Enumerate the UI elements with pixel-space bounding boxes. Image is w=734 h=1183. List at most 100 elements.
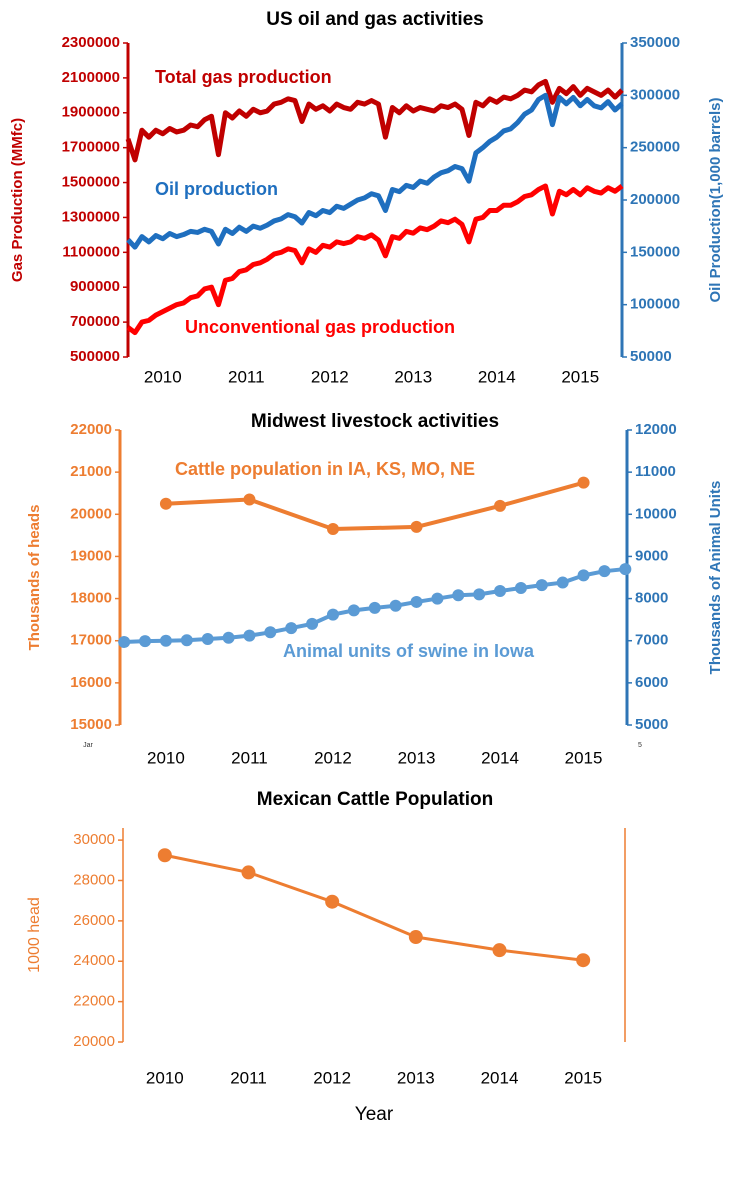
- y-tick-label: 16000: [70, 674, 112, 691]
- y-tick-label: 2100000: [62, 69, 120, 86]
- y2-tick-label: 50000: [630, 348, 672, 365]
- y-tick-label: 1100000: [62, 243, 120, 260]
- y2-tick-label: 10000: [635, 505, 677, 522]
- x-tick-label: 2010: [146, 1068, 184, 1087]
- series-marker: [201, 633, 214, 646]
- x-tick-label: 2012: [313, 1068, 351, 1087]
- series-marker: [326, 608, 339, 621]
- y-tick-label: 18000: [70, 590, 112, 607]
- chart-title: US oil and gas activities: [266, 9, 484, 30]
- series-marker: [473, 588, 486, 601]
- series-marker: [535, 579, 548, 592]
- series-marker: [431, 592, 444, 605]
- series-marker: [556, 576, 569, 589]
- y2-tick-label: 300000: [630, 86, 680, 103]
- series-marker: [243, 493, 256, 506]
- series-marker: [118, 635, 131, 648]
- y2-tick-label: 11000: [635, 463, 676, 480]
- x-tick-label: 2014: [481, 1068, 519, 1087]
- series-marker: [619, 563, 632, 576]
- series-marker: [326, 523, 339, 536]
- series-marker: [492, 943, 507, 958]
- y-tick-label: 20000: [70, 505, 112, 522]
- series-marker: [347, 604, 360, 617]
- y2-tick-label: 6000: [635, 674, 668, 691]
- x-tick-label: 2012: [311, 367, 349, 386]
- series-marker: [241, 865, 256, 880]
- x-tick-label: 2015: [565, 748, 603, 767]
- y-tick-label: 15000: [70, 716, 112, 733]
- y2-tick-label: 5000: [635, 716, 668, 733]
- x-tick-label: 2010: [144, 367, 182, 386]
- series-marker: [139, 635, 152, 648]
- y-axis-label: 1000 head: [26, 897, 43, 973]
- series-marker: [598, 565, 611, 578]
- series-marker: [494, 584, 507, 597]
- corner-label: Jar: [83, 742, 93, 749]
- y-tick-label: 500000: [70, 348, 120, 365]
- series-marker: [368, 601, 381, 614]
- x-tick-label: 2013: [394, 367, 432, 386]
- series-marker: [494, 499, 507, 512]
- x-tick-label: 2014: [478, 367, 516, 386]
- chart-title: Mexican Cattle Population: [257, 789, 493, 810]
- x-tick-label: 2012: [314, 748, 352, 767]
- series-marker: [222, 631, 235, 644]
- series-label: Unconventional gas production: [185, 317, 455, 337]
- y2-tick-label: 9000: [635, 547, 668, 564]
- series-marker: [410, 520, 423, 533]
- y2-tick-label: 8000: [635, 590, 668, 607]
- y-axis-label: Thousands of heads: [26, 505, 43, 651]
- series-marker: [325, 894, 340, 909]
- y-tick-label: 22000: [73, 993, 115, 1010]
- y-tick-label: 20000: [73, 1033, 115, 1050]
- y2-tick-label: 12000: [635, 421, 677, 438]
- y2-axis-label: Oil Production(1,000 barrels): [707, 97, 724, 302]
- x-tick-label: 2015: [564, 1068, 602, 1087]
- y2-tick-label: 250000: [630, 139, 680, 156]
- series-label: Animal units of swine in Iowa: [283, 641, 535, 661]
- series-marker: [306, 617, 319, 630]
- series-marker: [264, 626, 277, 639]
- series-marker: [180, 634, 193, 647]
- x-tick-label: 2015: [561, 367, 599, 386]
- x-tick-label: 2013: [397, 1068, 435, 1087]
- series-marker: [577, 569, 590, 582]
- series-marker: [410, 595, 423, 608]
- x-tick-label: 2010: [147, 748, 185, 767]
- y-tick-label: 1900000: [62, 104, 120, 121]
- series-line: [126, 92, 624, 250]
- y-tick-label: 2300000: [62, 34, 120, 51]
- series-marker: [514, 582, 527, 595]
- series-line: [126, 183, 624, 336]
- y2-tick-label: 150000: [630, 243, 680, 260]
- series-marker: [408, 930, 423, 945]
- y2-tick-label: 350000: [630, 34, 680, 51]
- y-tick-label: 900000: [70, 278, 120, 295]
- y-tick-label: 24000: [73, 952, 115, 969]
- x-tick-label: 2014: [481, 748, 519, 767]
- y-tick-label: 1300000: [62, 208, 120, 225]
- series-line: [165, 480, 585, 532]
- y2-tick-label: 200000: [630, 191, 680, 208]
- y-tick-label: 1500000: [62, 174, 120, 191]
- series-marker: [243, 629, 256, 642]
- series-label: Cattle population in IA, KS, MO, NE: [175, 459, 475, 479]
- y-tick-label: 19000: [70, 547, 112, 564]
- y-tick-label: 30000: [73, 831, 115, 848]
- y-tick-label: 1700000: [62, 139, 120, 156]
- corner-label: 5: [638, 742, 642, 749]
- y-tick-label: 26000: [73, 912, 115, 929]
- chart-title: Midwest livestock activities: [251, 411, 499, 432]
- series-line: [164, 853, 584, 962]
- y2-tick-label: 100000: [630, 296, 680, 313]
- x-axis-label: Year: [355, 1104, 394, 1125]
- series-marker: [577, 476, 590, 489]
- y-tick-label: 21000: [70, 463, 112, 480]
- series-label: Oil production: [155, 179, 278, 199]
- y-tick-label: 22000: [70, 421, 112, 438]
- x-tick-label: 2013: [398, 748, 436, 767]
- y2-axis-label: Thousands of Animal Units: [707, 481, 724, 675]
